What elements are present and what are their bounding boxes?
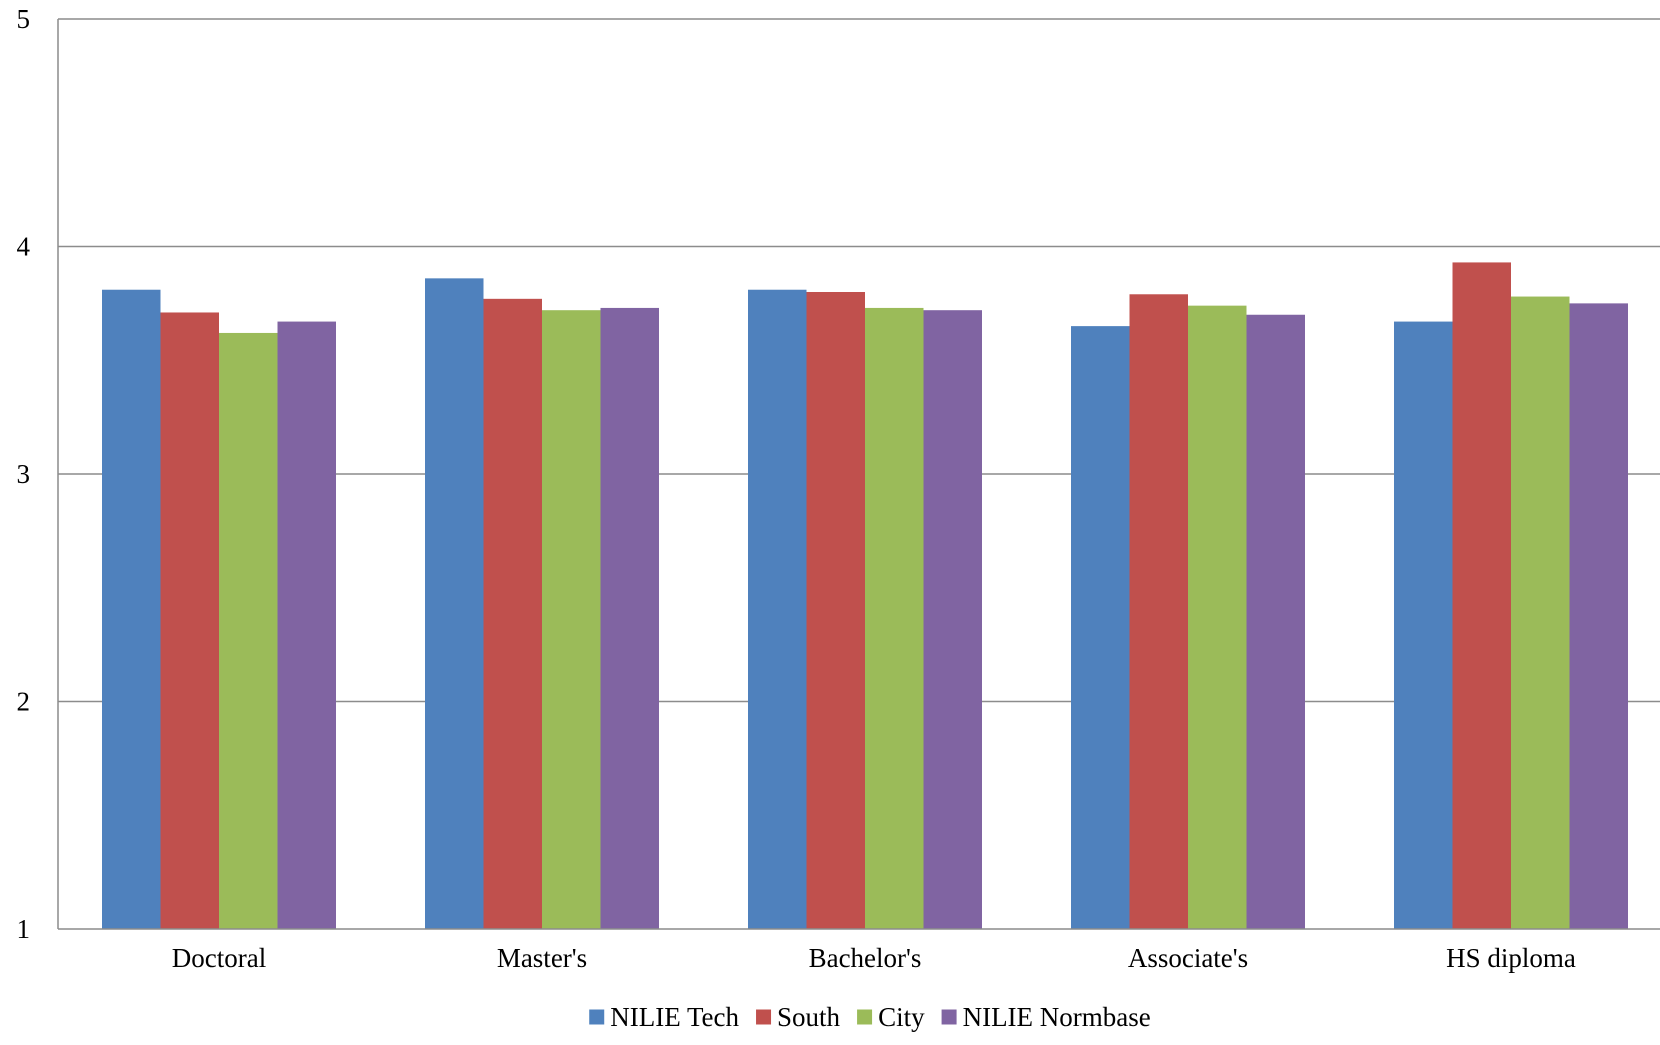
x-category-label: HS diploma — [1446, 943, 1576, 973]
axes — [57, 19, 1660, 930]
bar-nilie-tech-bachelor-s — [748, 289, 807, 930]
bar-nilie-normbase-doctoral — [277, 321, 336, 929]
bar-city-master-s — [542, 310, 601, 929]
bar-south-doctoral — [160, 312, 219, 930]
y-tick-label: 4 — [17, 232, 31, 262]
bar-city-hs-diploma — [1511, 296, 1570, 929]
legend-item: City — [857, 1002, 925, 1032]
bar-nilie-normbase-hs-diploma — [1569, 303, 1628, 929]
legend-label: City — [878, 1002, 925, 1032]
bar-nilie-tech-doctoral — [102, 289, 161, 930]
bar-south-hs-diploma — [1452, 262, 1511, 929]
legend-swatch — [857, 1009, 873, 1025]
legend-swatch — [756, 1009, 772, 1025]
legend-label: South — [777, 1002, 841, 1032]
bar-nilie-tech-hs-diploma — [1394, 321, 1453, 929]
bar-city-bachelor-s — [865, 307, 924, 929]
legend-item: South — [756, 1002, 841, 1032]
legend-item: NILIE Normbase — [941, 1002, 1151, 1032]
x-axis-category-labels: Doctoral Master's Bachelor's Associate's HS … — [172, 943, 1576, 973]
bar-south-master-s — [483, 298, 542, 929]
y-axis-tick-labels: 1 2 3 4 5 — [17, 4, 31, 944]
bar-south-bachelor-s — [806, 292, 865, 929]
bar-nilie-normbase-bachelor-s — [923, 310, 982, 929]
x-category-label: Bachelor's — [809, 943, 922, 973]
legend: NILIE Tech South City NILIE Normbase — [589, 1002, 1151, 1032]
y-tick-label: 1 — [17, 914, 31, 944]
bar-nilie-normbase-associate-s — [1246, 314, 1305, 929]
x-category-label: Associate's — [1128, 943, 1248, 973]
legend-swatch — [589, 1009, 605, 1025]
bar-city-doctoral — [219, 332, 278, 929]
bars — [102, 262, 1628, 930]
y-tick-label: 3 — [17, 459, 31, 489]
bar-city-associate-s — [1188, 305, 1247, 929]
y-tick-label: 5 — [17, 4, 31, 34]
bar-nilie-tech-master-s — [425, 278, 484, 930]
legend-swatch — [941, 1009, 957, 1025]
bar-nilie-tech-associate-s — [1071, 326, 1130, 929]
x-category-label: Doctoral — [172, 943, 266, 973]
bar-nilie-normbase-master-s — [600, 307, 659, 929]
legend-label: NILIE Normbase — [963, 1002, 1151, 1032]
legend-label: NILIE Tech — [610, 1002, 739, 1032]
y-tick-label: 2 — [17, 687, 31, 717]
legend-item: NILIE Tech — [589, 1002, 740, 1032]
bar-south-associate-s — [1129, 294, 1188, 929]
x-category-label: Master's — [497, 943, 587, 973]
